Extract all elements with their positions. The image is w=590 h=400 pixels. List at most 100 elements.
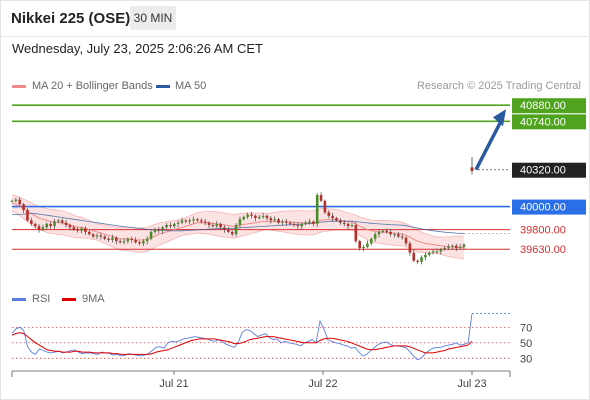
candle-body: [30, 220, 33, 224]
candle-body: [366, 243, 369, 247]
candle-body: [153, 229, 157, 232]
candle-body: [292, 223, 296, 226]
candle-body: [142, 241, 145, 244]
candle-body: [230, 231, 234, 235]
candlesticks: [10, 157, 474, 265]
rsi-tick-50: 50: [520, 338, 532, 350]
candle-body: [242, 216, 246, 220]
rsi-line: [11, 313, 473, 361]
candle-body: [91, 234, 95, 237]
legend-swatch-bb: [12, 85, 26, 88]
candle-body: [435, 251, 439, 253]
candle-body: [373, 234, 377, 239]
candle-body: [342, 222, 346, 224]
candle-body: [115, 237, 118, 242]
candle-body: [265, 215, 269, 219]
candle-body: [335, 218, 338, 221]
x-tick-label: Jul 22: [308, 378, 337, 390]
x-tick-label: Jul 21: [159, 378, 188, 390]
candle-body: [424, 254, 427, 258]
candle-body: [346, 223, 350, 227]
candle-body: [10, 200, 14, 202]
level-40320-00-label: 40320.00: [520, 165, 566, 177]
candle-body: [26, 210, 29, 221]
candle-body: [350, 225, 354, 227]
candle-body: [400, 236, 404, 238]
candle-body: [80, 228, 83, 231]
candle-body: [381, 230, 385, 232]
candle-body: [431, 251, 435, 253]
candle-body: [458, 246, 462, 249]
candle-body: [149, 231, 153, 239]
level-40880-00-badge: [512, 98, 586, 114]
level-40000-00-badge: [512, 199, 586, 215]
candle-body: [95, 235, 99, 237]
candle-body: [369, 238, 373, 244]
candle-body: [49, 223, 52, 227]
candle-body: [312, 221, 315, 224]
candle-body: [277, 219, 280, 223]
candle-body: [60, 220, 64, 223]
candle-body: [37, 226, 41, 230]
candle-body: [118, 241, 122, 243]
candle-body: [33, 223, 37, 227]
x-tick-label: Jul 23: [457, 378, 486, 390]
candle-body: [157, 229, 161, 231]
rsi-panel: 70 50 30: [11, 313, 532, 365]
candle-body: [99, 235, 103, 237]
candle-body: [288, 222, 292, 224]
candle-body: [103, 236, 107, 239]
candle-body: [354, 225, 358, 242]
candle-body: [269, 218, 273, 221]
candle-body: [138, 242, 141, 244]
candle-body: [203, 221, 207, 223]
candle-body: [393, 234, 396, 236]
candle-body: [215, 223, 219, 227]
projection-arrow-shaft: [474, 118, 504, 171]
candle-body: [327, 212, 331, 216]
candle-body: [389, 231, 392, 235]
chart-datetime: Wednesday, July 23, 2025 2:06:26 AM CET: [12, 41, 263, 56]
candle-body: [339, 220, 342, 223]
candle-body: [68, 225, 72, 228]
candle-body: [76, 229, 79, 231]
instrument-title: Nikkei 225 (OSE): [11, 10, 131, 27]
legend-label-ma50: MA 50: [175, 80, 207, 92]
rsi-tick-70: 70: [520, 322, 532, 334]
candle-body: [362, 246, 365, 249]
candle-body: [107, 238, 110, 240]
candle-body: [111, 237, 114, 240]
level-40880-00-label: 40880.00: [520, 100, 566, 112]
bollinger-band-area: [11, 194, 465, 260]
candle-body: [196, 219, 199, 221]
candle-body: [45, 223, 49, 228]
candle-body: [53, 221, 56, 227]
candle-body: [377, 231, 381, 235]
ma20-line: [11, 202, 465, 248]
candle-body: [87, 231, 91, 235]
candle-body: [219, 223, 222, 228]
candle-body: [246, 214, 249, 217]
candle-body: [300, 223, 304, 227]
timeframe-button[interactable]: 30 MIN: [130, 6, 176, 30]
projection-arrowhead: [493, 109, 506, 127]
candle-body: [145, 238, 149, 242]
candle-body: [281, 221, 284, 223]
candle-body: [454, 245, 458, 249]
candle-body: [126, 238, 130, 242]
candle-body: [420, 257, 423, 262]
header-divider: [0, 36, 590, 37]
candle-body: [296, 225, 300, 227]
candle-body: [211, 225, 215, 227]
level-40000-00-label: 40000.00: [520, 202, 566, 214]
legend-swatch-ma50: [156, 85, 170, 88]
bollinger-upper-line: [11, 194, 465, 238]
legend-label-bb: MA 20 + Bollinger Bands: [32, 80, 153, 92]
candle-body: [408, 243, 412, 253]
candle-body: [284, 221, 288, 223]
candle-body: [122, 241, 126, 243]
candle-body: [84, 228, 87, 232]
legend-label-rsi: RSI: [32, 293, 51, 305]
candle-body: [261, 215, 265, 217]
